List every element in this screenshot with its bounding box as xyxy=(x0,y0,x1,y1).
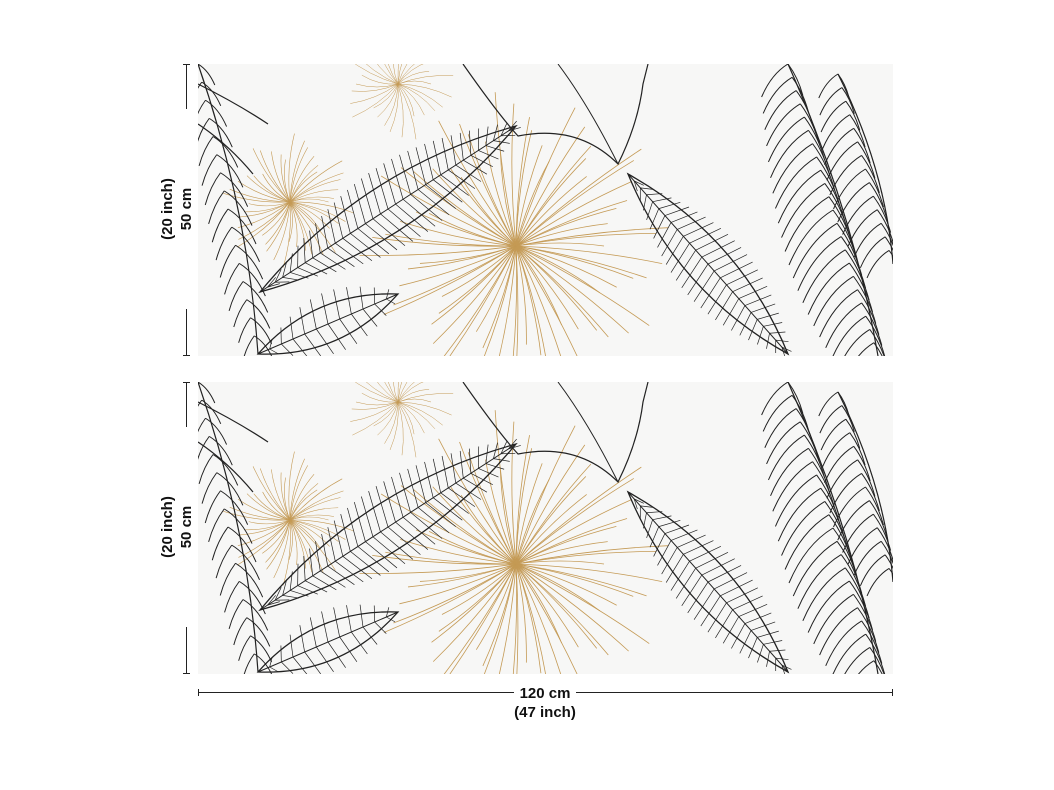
gold-burst-group xyxy=(223,382,669,674)
height-primary-label: 50 cm xyxy=(178,505,195,549)
botanical-illustration xyxy=(198,382,893,674)
gold-burst-group xyxy=(223,64,669,356)
height-secondary-label: (20 inch) xyxy=(159,178,176,240)
botanical-illustration xyxy=(198,64,893,356)
height-primary-label: 50 cm xyxy=(178,187,195,231)
black-leaf-group xyxy=(198,382,893,674)
height-label-top: (20 inch) 50 cm xyxy=(158,109,196,309)
width-label: 120 cm (47 inch) xyxy=(445,684,645,722)
width-secondary-label: (47 inch) xyxy=(508,703,582,722)
height-label-bottom: (20 inch) 50 cm xyxy=(158,427,196,627)
width-primary-label: 120 cm xyxy=(513,684,577,703)
height-secondary-label: (20 inch) xyxy=(159,496,176,558)
wallpaper-panel-bottom xyxy=(198,382,893,674)
wallpaper-panel-top xyxy=(198,64,893,356)
black-leaf-group xyxy=(198,64,893,356)
